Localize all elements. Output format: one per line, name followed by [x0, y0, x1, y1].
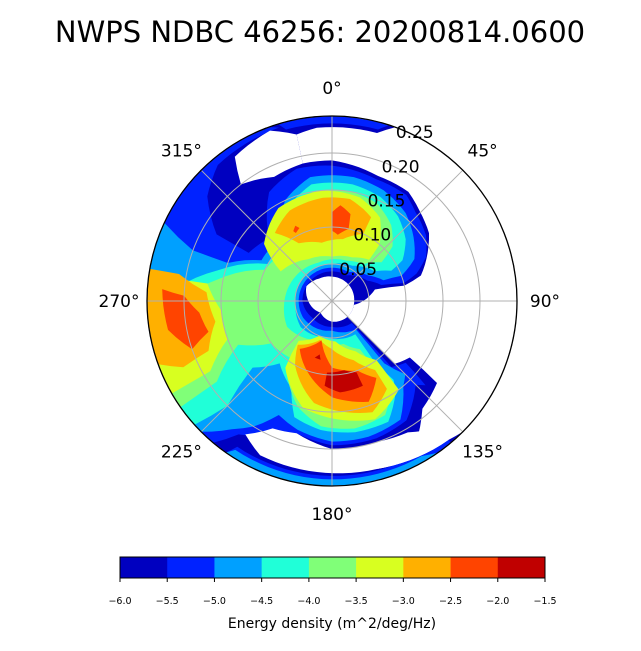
angle-tick-labels: 0° 45° 90° 135° 180° 225° 270° 315°	[99, 79, 561, 525]
colorbar-tick-label: −3.5	[345, 596, 368, 607]
angle-tick-label: 225°	[161, 443, 202, 463]
colorbar-tick-label: −5.5	[156, 596, 179, 607]
colorbar-segment	[308, 557, 357, 578]
contour-level-8	[314, 354, 321, 360]
colorbar-tick-label: −4.0	[297, 596, 320, 607]
colorbar-tick-label: −4.5	[250, 596, 273, 607]
colorbar-segment	[497, 557, 546, 578]
colorbar-tick-label: −2.5	[439, 596, 462, 607]
colorbar-tick-label: −6.0	[108, 596, 131, 607]
colorbar: −6.0 −5.5 −5.0 −4.5 −4.0 −3.5 −3.0 −2.5 −2.0 −1.5	[108, 556, 557, 607]
colorbar-frame	[119, 556, 546, 579]
colorbar-segment	[120, 557, 168, 578]
no-data-region	[234, 130, 303, 185]
radial-tick-label: 0.25	[396, 123, 434, 143]
radial-tick-labels: 0.05 0.10 0.15 0.20 0.25	[339, 123, 433, 280]
colorbar-segment	[356, 557, 404, 578]
colorbar-tick-label: −5.0	[203, 596, 226, 607]
contour-level-2	[225, 449, 439, 486]
colorbar-tick-label: −1.5	[533, 596, 556, 607]
angle-tick-label: 135°	[462, 443, 503, 463]
radial-tick-label: 0.20	[382, 157, 420, 177]
angle-tick-label: 180°	[312, 505, 353, 525]
colorbar-label: Energy density (m^2/deg/Hz)	[228, 616, 436, 632]
contour-level-8	[324, 370, 363, 393]
colorbar-segment	[403, 557, 451, 578]
contour-level-7	[293, 225, 300, 233]
angular-gridline	[331, 300, 464, 433]
colorbar-segment	[214, 557, 262, 578]
polar-frame	[146, 115, 518, 487]
angle-tick-label: 270°	[99, 292, 140, 312]
angular-gridline	[200, 169, 333, 302]
angle-tick-label: 45°	[468, 141, 498, 161]
colorbar-segment	[261, 557, 310, 578]
angular-gridline	[200, 300, 333, 433]
no-data-region	[296, 127, 517, 469]
colorbar-segment	[167, 557, 215, 578]
colorbar-tick-label: −3.0	[392, 596, 415, 607]
no-data-region	[245, 428, 449, 474]
angle-tick-label: 315°	[161, 141, 202, 161]
contour-level-1	[277, 116, 390, 130]
radial-tick-label: 0.10	[353, 226, 391, 246]
angle-tick-label: 0°	[322, 79, 341, 99]
chart-title: NWPS NDBC 46256: 20200814.0600	[55, 15, 585, 49]
polar-plot-area	[146, 115, 518, 487]
angular-gridline	[331, 169, 464, 302]
radial-tick-label: 0.15	[368, 191, 406, 211]
contour-level-6	[274, 197, 372, 244]
radial-tick-label: 0.05	[339, 260, 377, 280]
colorbar-tick-label: −2.0	[486, 596, 509, 607]
angle-tick-label: 90°	[530, 292, 560, 312]
colorbar-segment	[450, 557, 499, 578]
